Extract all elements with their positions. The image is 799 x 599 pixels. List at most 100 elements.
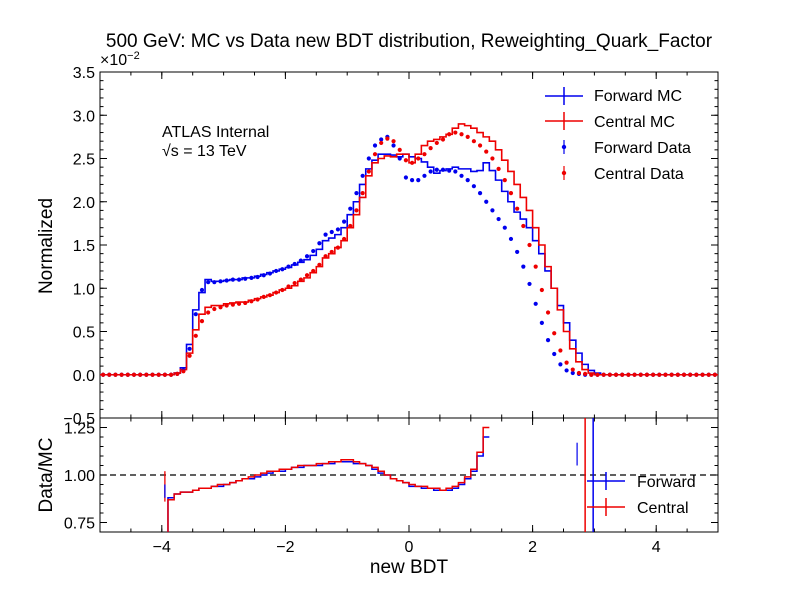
data-point-central-data bbox=[199, 319, 205, 324]
data-point-central-data bbox=[311, 268, 316, 274]
data-point-central-data bbox=[125, 372, 130, 377]
data-point-central-data bbox=[651, 372, 656, 377]
data-point-central-data bbox=[156, 372, 161, 377]
top-y-tick-label: 3.0 bbox=[73, 108, 95, 125]
data-point-central-data bbox=[632, 372, 637, 377]
bottom-panel-plot bbox=[100, 418, 718, 532]
data-point-forward-data bbox=[311, 248, 316, 254]
data-point-forward-data bbox=[342, 219, 347, 224]
data-point-central-data bbox=[688, 372, 693, 377]
data-point-forward-data bbox=[484, 199, 489, 204]
data-point-forward-data bbox=[323, 232, 328, 237]
data-point-central-data bbox=[626, 372, 631, 377]
data-point-central-data bbox=[471, 139, 476, 144]
data-point-forward-data bbox=[199, 287, 205, 293]
data-point-central-data bbox=[527, 242, 532, 248]
data-point-central-data bbox=[465, 134, 470, 139]
data-point-central-data bbox=[131, 372, 137, 377]
data-point-central-data bbox=[428, 146, 433, 151]
data-point-central-data bbox=[576, 370, 582, 376]
data-point-forward-data bbox=[335, 227, 341, 232]
data-point-central-data bbox=[385, 136, 390, 141]
annotation-energy: √s = 13 TeV bbox=[162, 143, 247, 160]
data-point-central-data bbox=[583, 371, 588, 376]
data-point-forward-data bbox=[280, 267, 285, 272]
bottom-y-axis-label: Data/MC bbox=[36, 438, 57, 513]
data-point-central-data bbox=[107, 372, 112, 377]
top-legend: Forward MC Central MC Forward Data Centr… bbox=[545, 87, 691, 183]
data-point-forward-data bbox=[564, 368, 569, 373]
data-point-central-data bbox=[249, 299, 254, 304]
data-point-forward-data bbox=[230, 277, 235, 282]
data-point-forward-data bbox=[440, 167, 446, 172]
data-point-central-data bbox=[372, 152, 378, 157]
legend-label-central: Central bbox=[637, 500, 689, 517]
data-point-forward-data bbox=[224, 278, 229, 283]
ratio-line-forward bbox=[167, 436, 490, 532]
annotation-atlas: ATLAS Internal bbox=[162, 124, 269, 141]
data-point-forward-data bbox=[416, 178, 421, 183]
data-point-central-data bbox=[403, 158, 409, 163]
data-point-central-data bbox=[348, 223, 353, 229]
data-point-forward-data bbox=[212, 280, 217, 285]
data-point-central-data bbox=[218, 305, 223, 310]
data-point-central-data bbox=[570, 367, 575, 372]
x-tick-label: 0 bbox=[405, 539, 414, 556]
data-point-central-data bbox=[508, 191, 514, 196]
data-point-central-data bbox=[416, 156, 421, 161]
data-point-central-data bbox=[638, 372, 643, 377]
data-point-central-data bbox=[100, 372, 106, 377]
data-point-forward-data bbox=[261, 273, 266, 278]
data-point-central-data bbox=[298, 277, 303, 282]
data-point-central-data bbox=[391, 139, 396, 144]
data-point-forward-data bbox=[434, 167, 439, 172]
data-point-central-data bbox=[669, 372, 674, 377]
data-point-forward-data bbox=[527, 281, 532, 287]
data-point-forward-data bbox=[453, 169, 458, 174]
data-point-central-data bbox=[681, 372, 687, 377]
data-point-central-data bbox=[304, 273, 310, 278]
data-point-central-data bbox=[255, 297, 260, 302]
data-point-forward-data bbox=[354, 191, 359, 196]
data-point-central-data bbox=[335, 245, 341, 250]
data-point-central-data bbox=[243, 300, 248, 306]
x-tick-label: −2 bbox=[276, 539, 294, 556]
data-point-forward-data bbox=[187, 346, 192, 351]
data-point-forward-data bbox=[255, 274, 260, 280]
legend-label-central-data: Central Data bbox=[594, 166, 684, 183]
data-point-central-data bbox=[663, 372, 668, 377]
data-point-central-data bbox=[490, 156, 495, 161]
data-point-forward-data bbox=[471, 184, 476, 189]
data-point-forward-data bbox=[193, 312, 198, 317]
data-point-central-data bbox=[397, 147, 402, 152]
data-point-forward-data bbox=[539, 320, 544, 325]
data-point-forward-data bbox=[465, 178, 470, 183]
data-point-central-data bbox=[440, 137, 446, 142]
data-point-forward-data bbox=[403, 175, 409, 180]
data-point-forward-data bbox=[317, 241, 322, 246]
data-point-forward-data bbox=[508, 236, 514, 242]
data-point-central-data bbox=[354, 208, 359, 213]
x-axis-ticks: −4 −2 0 2 4 bbox=[99, 72, 719, 556]
data-point-central-data bbox=[138, 372, 143, 377]
data-point-central-data bbox=[175, 371, 180, 376]
data-point-central-data bbox=[193, 333, 198, 338]
data-point-central-data bbox=[539, 287, 544, 293]
data-point-central-data bbox=[162, 372, 167, 377]
x-tick-label: 4 bbox=[652, 539, 661, 556]
data-point-central-data bbox=[657, 372, 662, 377]
data-point-central-data bbox=[119, 372, 124, 377]
data-point-central-data bbox=[274, 290, 279, 295]
data-point-central-data bbox=[168, 372, 174, 377]
data-point-forward-data bbox=[545, 338, 551, 343]
data-point-forward-data bbox=[249, 275, 254, 280]
data-point-central-data bbox=[360, 191, 365, 196]
data-point-central-data bbox=[212, 306, 217, 312]
bottom-y-tick-label: 0.75 bbox=[64, 516, 95, 533]
data-point-central-data bbox=[292, 280, 297, 286]
top-y-tick-label: 3.5 bbox=[73, 65, 95, 82]
data-point-forward-data bbox=[292, 261, 297, 267]
data-point-central-data bbox=[422, 152, 427, 157]
data-point-central-data bbox=[230, 302, 235, 307]
